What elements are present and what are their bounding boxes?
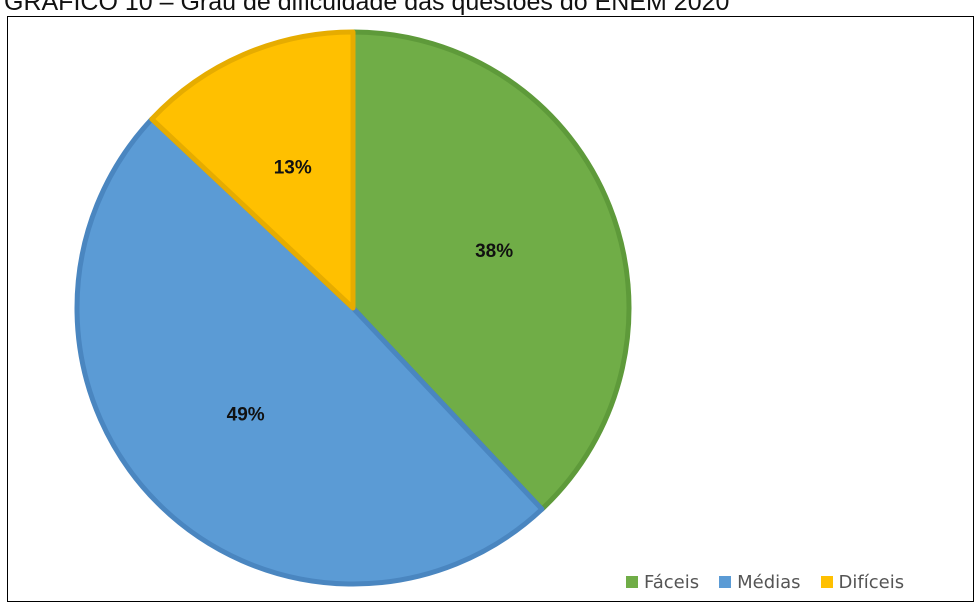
legend-swatch-medias [719,576,732,588]
legend-swatch-dificeis [820,576,833,588]
pie-labels: 38% 49% 13% [227,158,514,426]
legend-label-medias: Médias [737,571,801,593]
pie-slice-dificeis [149,29,356,311]
legend-item-dificeis: Difíceis [820,571,905,593]
data-label-dificeis: 13% [274,158,312,179]
legend-label-dificeis: Difíceis [838,571,905,593]
legend-swatch-faceis [626,576,638,588]
legend: Fáceis Médias Difíceis [626,570,904,594]
data-label-faceis: 38% [475,241,513,262]
legend-item-medias: Médias [719,571,801,593]
pie-chart: 38% 49% 13% [74,29,632,587]
legend-label-faceis: Fáceis [644,571,700,593]
chart-frame: 38% 49% 13% Fáceis Médias Difíceis [7,16,974,602]
pie-slices [74,29,632,587]
pie-slice-medias [74,116,545,587]
data-label-medias: 49% [227,404,265,425]
figure-title: GRÁFICO 10 – Grau de dificuldade das que… [4,0,730,16]
legend-item-faceis: Fáceis [626,572,699,593]
pie-slice-faceis [350,29,632,512]
